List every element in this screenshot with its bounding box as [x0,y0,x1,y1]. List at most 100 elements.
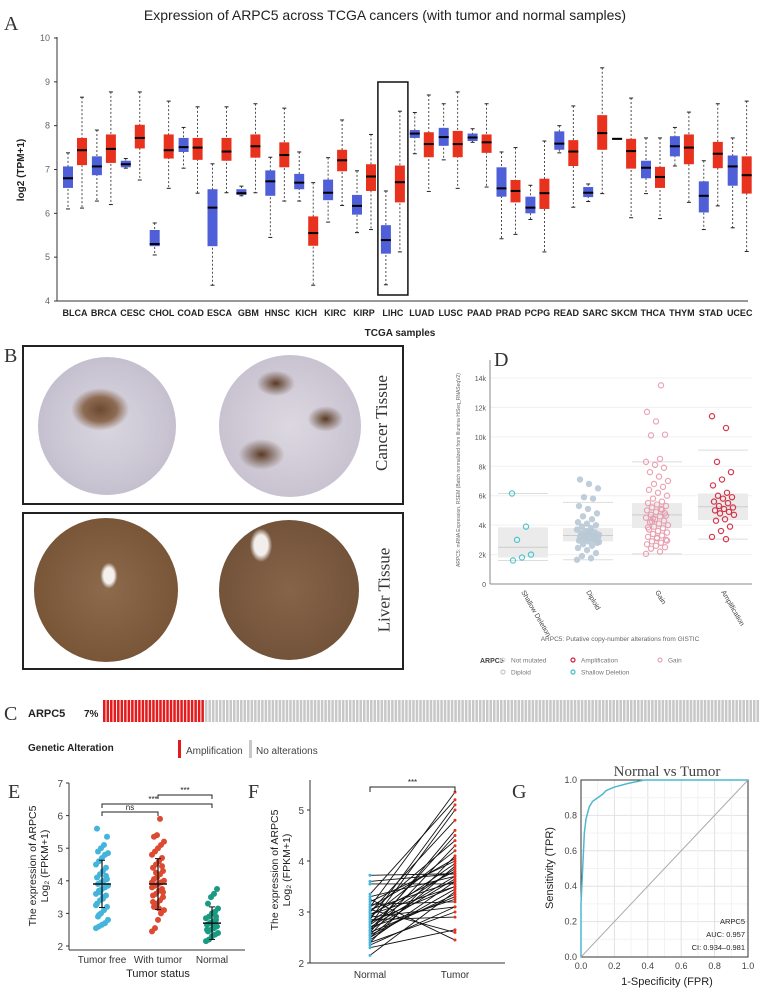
d-legend-label: Amplification [581,658,618,665]
e-point [154,832,160,839]
d-point-amplification [708,413,716,420]
d-category-label: Amplification [719,590,745,628]
d-point-gain [652,418,660,425]
c-no-alteration-bar [229,700,233,722]
c-no-alteration-bar [278,700,282,722]
d-point-amplification [709,482,717,489]
d-point-gain [648,538,656,545]
e-ytick-label: 5 [57,844,63,855]
d-point-diploid [588,542,596,549]
d-point-amplification [727,468,735,476]
d-point-gain [653,534,661,541]
d-point-gain [661,544,669,551]
g-roc-curve [580,779,748,957]
g-xtick-label: 0.4 [642,961,655,971]
c-legend-label: Amplification [186,746,243,757]
d-point-amplification [722,535,730,543]
f-pair-line [369,875,456,898]
d-point-gain [647,432,655,439]
c-no-alteration-bar [275,700,278,722]
d-legend-title: ARPC5 [480,658,504,665]
e-point [160,894,166,901]
c-no-alteration-bar [587,700,591,722]
d-point-gain [658,498,666,505]
f-pair-line [369,858,456,908]
d-ytick-label: 8k [479,464,487,471]
a-category-label: READ [554,308,580,318]
cancer-tissue-panel: Cancer Tissue [22,345,404,505]
c-no-alteration-bar [387,700,391,722]
a-box-tumor [134,124,145,149]
f-pair-line [369,906,456,946]
cancer-tissue-label: Cancer Tissue [371,375,391,471]
e-category-label: Tumor free [78,955,127,966]
e-significance-bracket [101,803,213,808]
c-no-alteration-bar [471,700,475,722]
c-no-alteration-bar [608,700,612,722]
c-no-alteration-bar [384,700,387,722]
c-no-alteration-bar [282,700,285,722]
c-no-alteration-bar [222,700,225,722]
a-box-normal [236,189,247,195]
c-no-alteration-bar [370,700,373,722]
c-no-alteration-bar [331,700,334,722]
c-no-alteration-bar [700,700,703,722]
c-amplification-bar [173,700,176,722]
d-point-amplification [716,510,724,517]
d-point-gain [649,495,657,502]
c-no-alteration-bar [665,700,668,722]
c-amplification-bar [187,700,190,722]
d-point-diploid [578,552,586,560]
c-no-alteration-bar [584,700,587,722]
c-amplification-bar [148,700,152,722]
c-no-alteration-bar [232,700,236,722]
c-no-alteration-bar [591,700,594,722]
a-box-tumor [308,216,319,246]
d-point-diploid [580,493,588,501]
c-no-alteration-bar [661,700,665,722]
c-no-alteration-bar [517,700,521,722]
c-no-alteration-bar [485,700,489,722]
e-point [96,912,102,919]
f-pair-line [369,819,456,913]
c-no-alteration-bar [299,700,303,722]
e-point [204,926,210,933]
f-pair-line [369,799,456,895]
f-normal-point [368,915,372,919]
a-category-label: STAD [699,308,723,318]
f-pair-line [369,898,456,941]
c-amplification-bar [183,700,187,722]
f-normal-point [368,897,372,901]
c-no-alteration-bar [552,700,556,722]
c-no-alteration-bar [580,700,584,722]
d-point-amplification [708,533,716,541]
f-tumor-point [453,892,457,896]
c-no-alteration-bar [489,700,493,722]
f-tumor-point [453,890,457,894]
c-amplification-bar [127,700,131,722]
c-no-alteration-bar [348,700,352,722]
c-no-alteration-bar [204,700,208,722]
c-no-alteration-bar [566,700,570,722]
a-box-tumor [394,165,405,203]
e-significance-bracket [157,794,213,799]
d-point-amplification [715,502,723,510]
e-point [160,868,166,875]
g-ytick-label: 0.0 [564,952,577,962]
a-box-normal [323,179,334,201]
d-legend-marker [570,657,576,663]
cancer-tissue-core-1 [38,357,176,495]
c-no-alteration-bar [261,700,264,722]
f-normal-point [368,913,372,917]
panel-label-B: B [4,345,17,367]
d-point-shallow-deletion [518,554,526,561]
f-tumor-point [453,864,457,868]
f-tumor-point [453,897,457,901]
c-amplification-bar [131,700,134,722]
a-highlight-box [377,81,409,296]
c-amplification-bar [201,700,204,722]
f-tumor-point [453,790,457,794]
c-no-alteration-bar [401,700,405,722]
f-normal-point [368,905,372,909]
e-point [103,864,109,871]
